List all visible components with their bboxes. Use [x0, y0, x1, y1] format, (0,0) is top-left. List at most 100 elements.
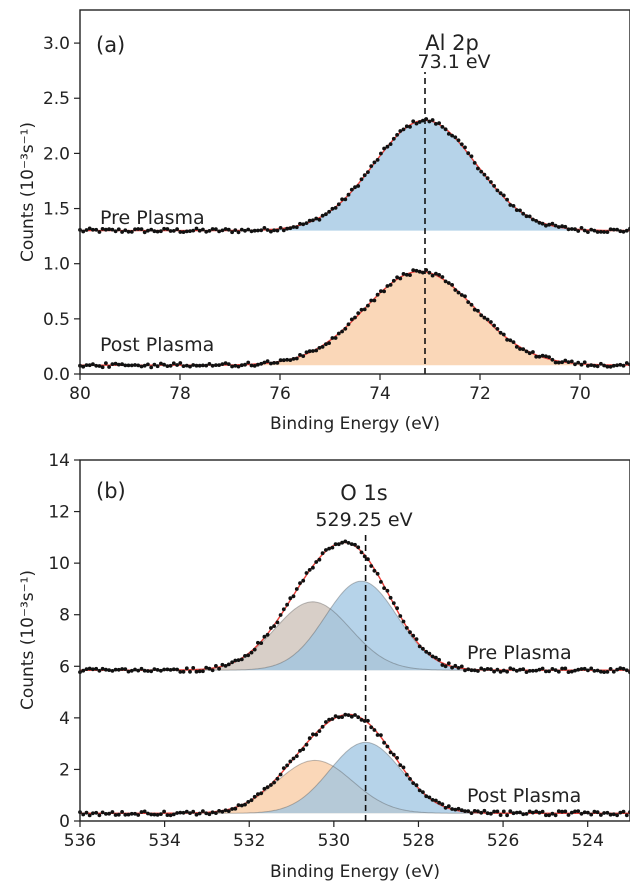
data-point — [259, 791, 264, 796]
data-point — [291, 357, 296, 361]
data-point — [340, 329, 344, 334]
data-point — [501, 193, 506, 198]
data-point — [184, 363, 189, 368]
data-point — [87, 363, 92, 368]
data-point — [201, 809, 205, 813]
data-point — [592, 228, 597, 233]
panel-a-axes-frame — [79, 9, 630, 375]
data-point — [498, 813, 503, 817]
data-point — [126, 812, 131, 817]
data-point — [479, 810, 484, 815]
data-point — [501, 809, 506, 814]
data-point — [314, 732, 319, 737]
data-point — [307, 736, 312, 741]
data-point — [586, 668, 590, 673]
panel-b-data-points — [78, 539, 630, 818]
data-point — [395, 606, 399, 611]
data-point — [463, 294, 467, 299]
data-point — [566, 813, 571, 817]
data-point — [204, 811, 209, 816]
data-point — [366, 170, 370, 175]
data-point — [320, 345, 325, 349]
data-point — [327, 546, 331, 551]
data-point — [288, 759, 293, 764]
data-point — [265, 785, 270, 789]
data-point — [246, 360, 251, 365]
data-point — [599, 361, 603, 366]
data-point — [582, 360, 587, 365]
data-point — [466, 151, 471, 156]
data-point — [129, 363, 134, 368]
data-point — [281, 228, 286, 233]
data-point — [595, 668, 600, 673]
data-point — [544, 223, 548, 228]
data-point — [210, 668, 215, 673]
data-point — [123, 363, 128, 368]
data-point — [540, 353, 545, 358]
data-point — [589, 812, 594, 817]
x-tick-label: 76 — [269, 384, 291, 404]
y-tick-label: 14 — [48, 451, 70, 471]
data-point — [281, 607, 286, 612]
panel-a-peak-energy: 73.1 eV — [417, 51, 490, 73]
data-point — [110, 227, 115, 232]
data-point — [91, 227, 95, 232]
data-point — [579, 226, 584, 230]
data-point — [288, 226, 293, 231]
data-point — [611, 812, 616, 817]
data-point — [521, 211, 526, 216]
data-point — [236, 803, 241, 807]
data-point — [113, 667, 118, 672]
data-point — [188, 669, 192, 674]
data-point — [100, 666, 105, 671]
data-point — [417, 644, 422, 649]
data-point — [139, 364, 144, 369]
panel-a-x-ticks: 80 78 76 74 72 70 — [69, 374, 591, 404]
data-point — [136, 363, 141, 368]
data-point — [595, 364, 600, 369]
data-point — [87, 666, 92, 671]
data-point — [553, 813, 558, 818]
data-point — [104, 667, 108, 672]
panel-b-peak-name: O 1s — [340, 481, 388, 505]
data-point — [155, 229, 160, 234]
data-point — [223, 361, 228, 365]
data-point — [285, 602, 289, 607]
data-point — [146, 811, 150, 816]
data-point — [434, 655, 438, 660]
data-point — [375, 733, 380, 737]
data-point — [599, 669, 603, 674]
data-point — [353, 542, 357, 547]
data-point — [133, 363, 137, 367]
data-point — [421, 646, 425, 651]
data-point — [113, 361, 118, 366]
data-point — [421, 270, 425, 275]
data-point — [259, 641, 264, 645]
data-point — [440, 275, 445, 279]
data-point — [214, 363, 218, 367]
data-point — [401, 127, 406, 132]
data-point — [188, 364, 192, 369]
y-tick-label: 12 — [48, 503, 70, 523]
data-point — [469, 668, 474, 673]
data-point — [573, 668, 577, 673]
data-point — [317, 729, 322, 733]
data-point — [162, 226, 167, 231]
data-point — [524, 670, 529, 674]
data-point — [514, 669, 519, 673]
data-point — [531, 217, 535, 222]
data-point — [139, 810, 144, 814]
data-point — [311, 218, 315, 223]
data-point — [230, 364, 235, 369]
data-point — [281, 358, 286, 363]
data-point — [246, 227, 251, 232]
panel-b-x-ticks: 536 534 532 530 528 526 524 — [64, 821, 604, 851]
data-point — [191, 363, 196, 367]
data-point — [91, 667, 95, 672]
data-point — [168, 668, 173, 672]
data-point — [288, 358, 293, 362]
data-point — [116, 227, 121, 232]
data-point — [443, 127, 448, 132]
data-point — [343, 712, 348, 717]
data-point — [615, 227, 619, 232]
